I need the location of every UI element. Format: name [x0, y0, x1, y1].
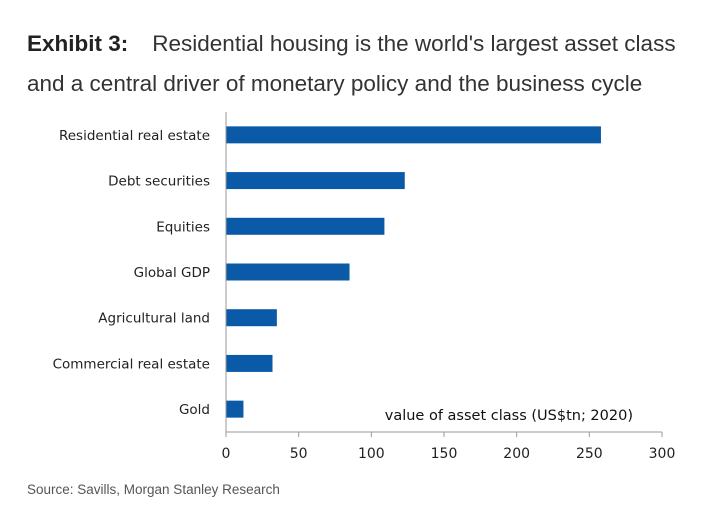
exhibit-title: Exhibit 3: Residential housing is the wor…	[27, 24, 717, 104]
category-label: Residential real estate	[59, 128, 210, 144]
axis-annotation: value of asset class (US$tn; 2020)	[385, 408, 633, 424]
x-tick-label: 0	[222, 446, 231, 462]
bar-gold	[226, 400, 244, 418]
bar-debt-securities	[226, 172, 405, 190]
x-tick-label: 50	[290, 446, 308, 462]
x-tick-label: 150	[431, 446, 458, 462]
x-tick-label: 100	[358, 446, 385, 462]
category-labels: Residential real estate Debt securities Eq…	[53, 128, 210, 418]
category-label: Debt securities	[108, 174, 210, 190]
bar-residential-real-estate	[226, 126, 601, 144]
bars-group	[226, 126, 601, 418]
x-tick-label: 200	[503, 446, 530, 462]
category-label: Commercial real estate	[53, 356, 210, 372]
bar-equities	[226, 217, 385, 235]
bar-agricultural-land	[226, 309, 277, 327]
category-label: Equities	[156, 219, 210, 235]
exhibit-label: Exhibit 3:	[27, 31, 129, 56]
category-label: Gold	[179, 402, 210, 418]
x-tick-label: 250	[576, 446, 603, 462]
x-tick-label: 300	[649, 446, 676, 462]
category-label: Global GDP	[134, 265, 210, 281]
source-note: Source: Savills, Morgan Stanley Research	[27, 482, 280, 497]
bar-global-gdp	[226, 263, 350, 281]
bar-commercial-real-estate	[226, 354, 273, 372]
x-axis-ticks: 0 50 100 150 200 250 300	[222, 432, 676, 462]
exhibit-title-text: Residential housing is the world's large…	[27, 31, 676, 96]
category-label: Agricultural land	[98, 311, 210, 327]
